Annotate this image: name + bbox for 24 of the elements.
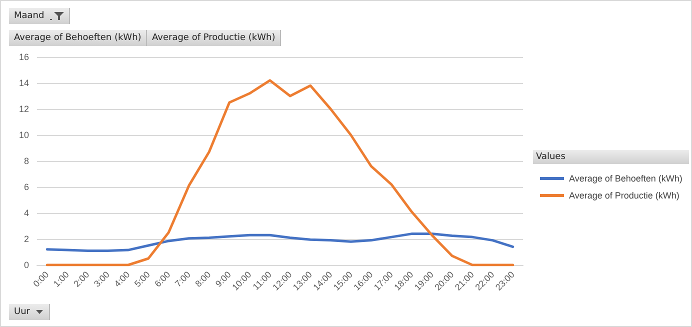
- line-series: [46, 232, 514, 252]
- x-tick-label: 9:00: [213, 269, 233, 289]
- legend-label: Average of Productie (kWh): [569, 190, 680, 200]
- x-tick-label: 6:00: [152, 269, 172, 289]
- y-tick-label: 6: [24, 182, 29, 192]
- y-tick-label: 2: [24, 234, 29, 244]
- text: Maand: [14, 11, 44, 21]
- y-tick-label: 4: [24, 208, 29, 218]
- y-tick-label: 0: [24, 260, 29, 270]
- y-tick-label: 12: [18, 104, 29, 114]
- x-tick-label: 8:00: [193, 269, 213, 289]
- x-axis-title: Uur: [14, 307, 30, 317]
- y-tick-label: 10: [18, 130, 29, 140]
- text: Average of Productie (kWh): [152, 33, 276, 43]
- y-tick-label: 16: [18, 52, 29, 62]
- line-series: [46, 79, 514, 266]
- x-tick-label: 7:00: [172, 269, 192, 289]
- legend-title: Values: [533, 150, 689, 164]
- text: Average of Behoeften (kWh): [14, 33, 142, 43]
- legend-label: Average of Behoeften (kWh): [569, 174, 682, 184]
- y-tick-label: 8: [24, 156, 29, 166]
- x-tick-label: 0:00: [31, 269, 51, 289]
- x-tick-label: 4:00: [112, 269, 132, 289]
- y-tick-label: 14: [18, 78, 29, 88]
